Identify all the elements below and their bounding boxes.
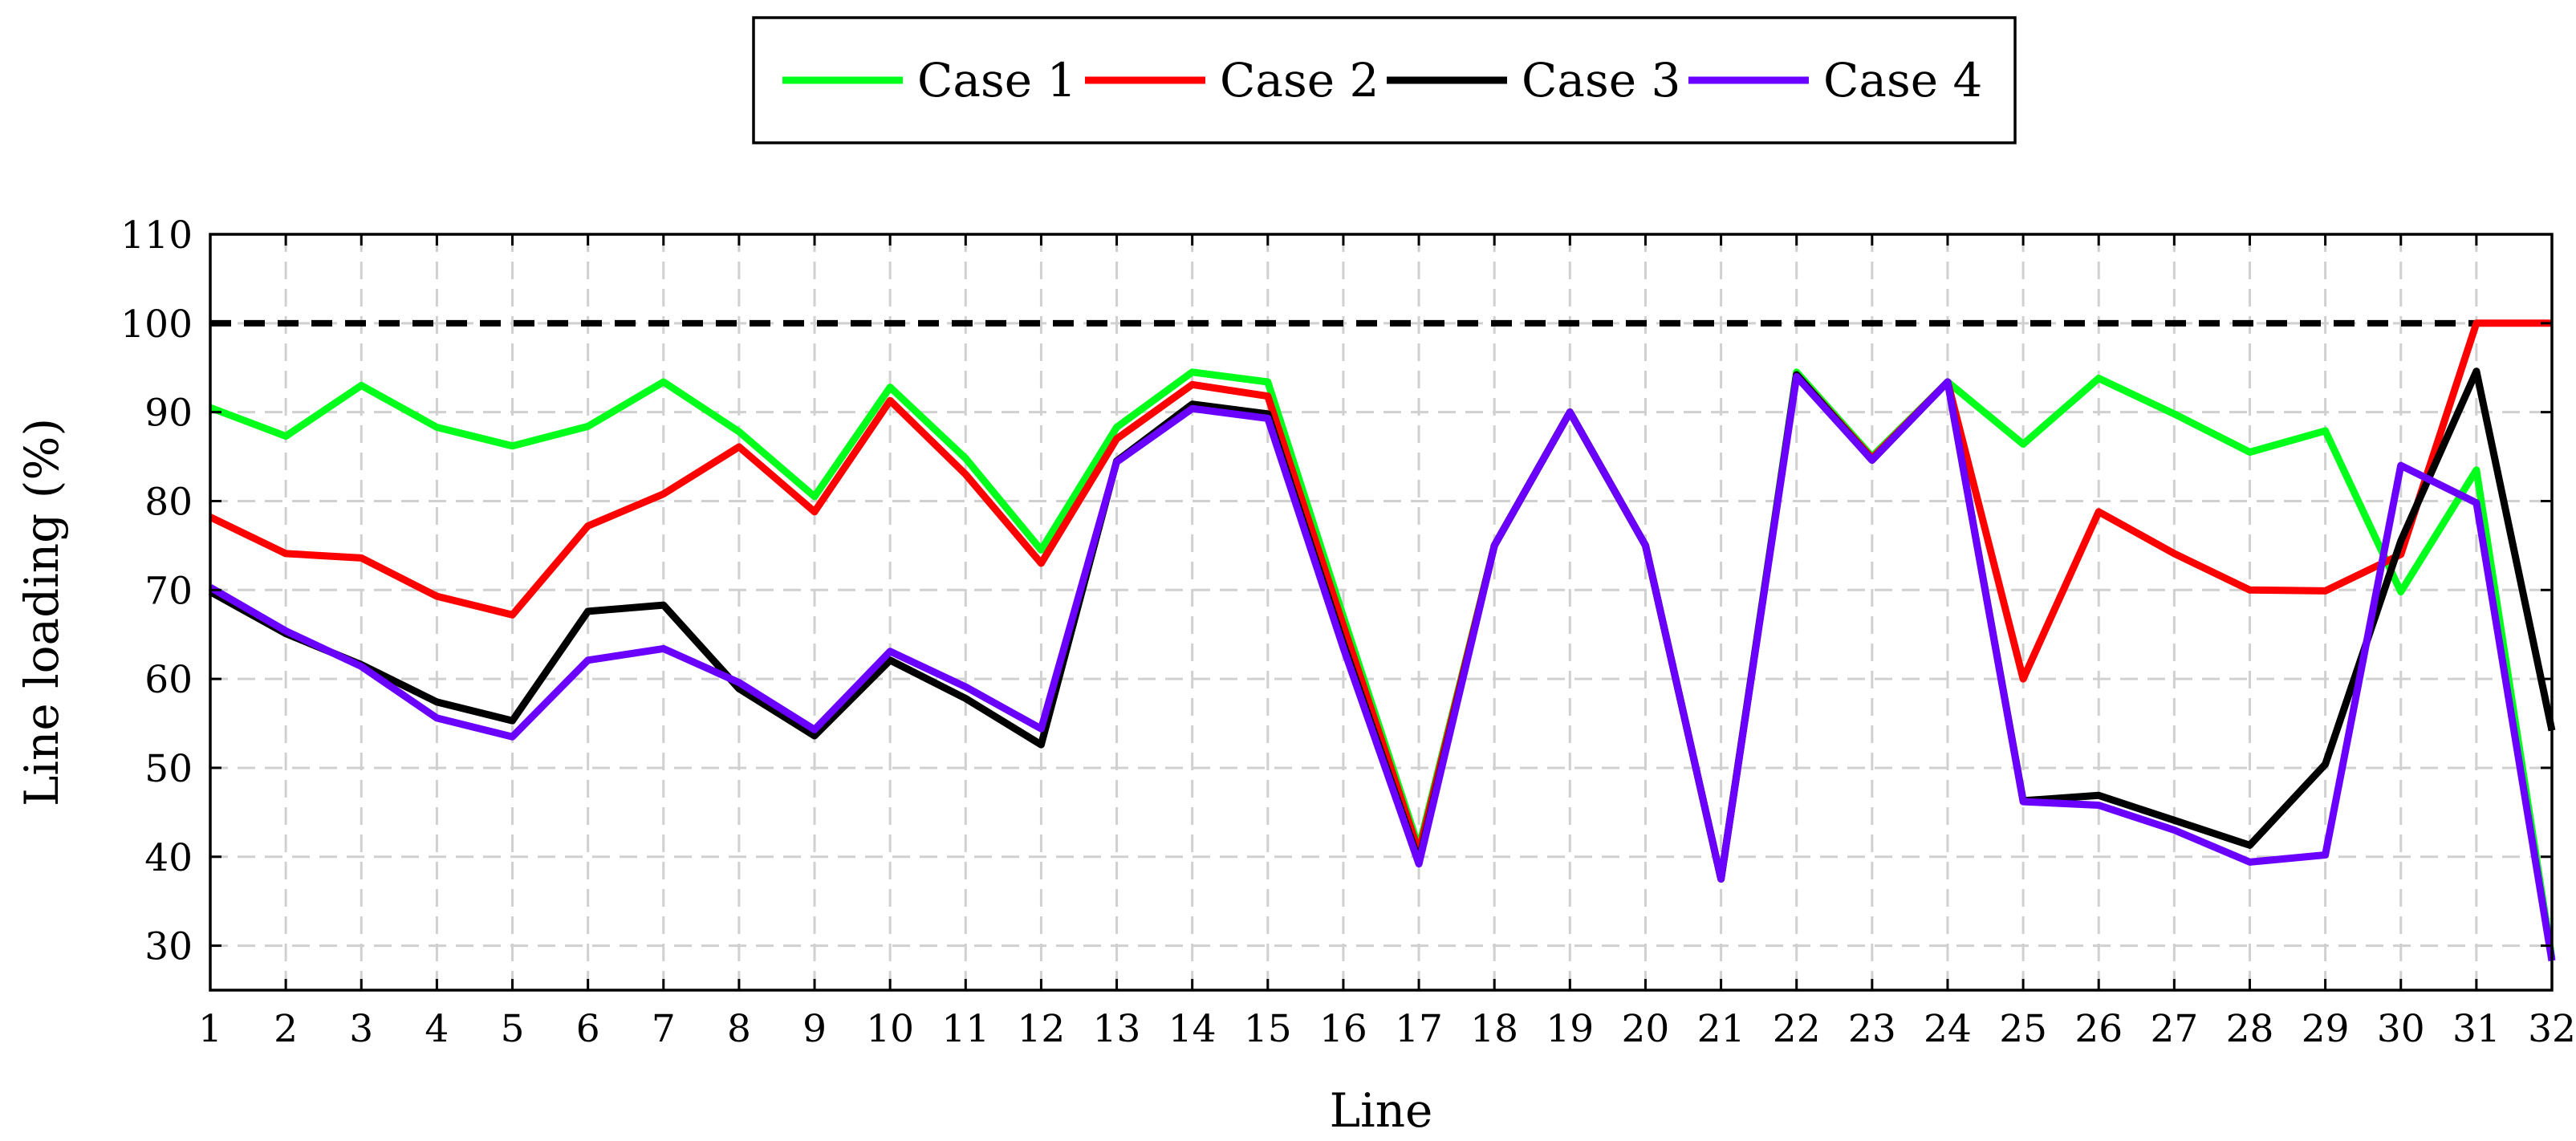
x-tick-label: 20 — [1622, 1007, 1670, 1051]
plot-area-border — [209, 233, 2554, 992]
y-tick-label: 100 — [120, 303, 193, 347]
x-tick-label: 2 — [274, 1007, 298, 1051]
y-tick-label: 60 — [144, 658, 193, 702]
x-tick-label: 26 — [2074, 1007, 2123, 1051]
x-tick-label: 21 — [1697, 1007, 1745, 1051]
x-tick-label: 15 — [1244, 1007, 1292, 1051]
x-tick-label: 6 — [576, 1007, 600, 1051]
x-tick-label: 23 — [1848, 1007, 1896, 1051]
x-tick-label: 3 — [349, 1007, 373, 1051]
y-tick-label: 80 — [144, 480, 193, 524]
x-tick-label: 24 — [1924, 1007, 1972, 1051]
y-tick-label: 30 — [144, 925, 193, 969]
plot-frame — [209, 233, 2554, 992]
x-tick-label: 25 — [1999, 1007, 2047, 1051]
x-tick-label: 12 — [1018, 1007, 1066, 1051]
x-tick-label: 13 — [1093, 1007, 1141, 1051]
x-tick-label: 32 — [2528, 1007, 2576, 1051]
x-tick-label: 5 — [501, 1007, 525, 1051]
x-tick-label: 10 — [866, 1007, 914, 1051]
series-line-case-2 — [209, 319, 2552, 883]
legend-label-case-3: Case 3 — [1522, 53, 1680, 108]
x-tick-label: 14 — [1168, 1007, 1217, 1051]
x-tick-label: 4 — [425, 1007, 449, 1051]
x-tick-label: 1 — [198, 1007, 222, 1051]
ticks: 1 2 3 4 5 6 7 8 9 10 11 12 13 14 15 16 17 18 19 20 21 22 23 24 2… — [120, 213, 2576, 1051]
legend-label-case-2: Case 2 — [1220, 53, 1379, 108]
x-tick-label: 30 — [2377, 1007, 2425, 1051]
x-tick-label: 17 — [1395, 1007, 1443, 1051]
series-line-case-3 — [208, 367, 2556, 883]
x-tick-label: 8 — [727, 1007, 751, 1051]
x-tick-label: 27 — [2150, 1007, 2198, 1051]
series-line-case-4 — [208, 372, 2556, 962]
x-tick-label: 28 — [2226, 1007, 2274, 1051]
legend: Case 1 Case 2 Case 3 Case 4 — [752, 16, 2017, 144]
y-tick-label: 50 — [144, 747, 193, 791]
x-tick-label: 22 — [1773, 1007, 1821, 1051]
x-tick-label: 18 — [1470, 1007, 1518, 1051]
x-tick-label: 29 — [2302, 1007, 2350, 1051]
grid — [209, 233, 2554, 990]
y-axis-label: Line loading (%) — [14, 418, 69, 806]
series-line-case-1 — [209, 368, 2556, 960]
x-tick-label: 31 — [2452, 1007, 2501, 1051]
legend-label-case-1: Case 1 — [917, 53, 1076, 108]
x-tick-label: 9 — [802, 1007, 827, 1051]
x-tick-label: 11 — [941, 1007, 989, 1051]
x-axis-label: Line — [1330, 1083, 1433, 1138]
y-tick-label: 70 — [144, 569, 193, 613]
legend-label-case-4: Case 4 — [1823, 53, 1982, 108]
y-tick-label: 40 — [144, 836, 193, 880]
x-tick-label: 7 — [652, 1007, 676, 1051]
series-layer — [208, 319, 2556, 962]
y-tick-label: 90 — [144, 392, 193, 436]
y-tick-label: 110 — [120, 213, 193, 258]
x-tick-label: 19 — [1546, 1007, 1594, 1051]
x-tick-label: 16 — [1319, 1007, 1367, 1051]
